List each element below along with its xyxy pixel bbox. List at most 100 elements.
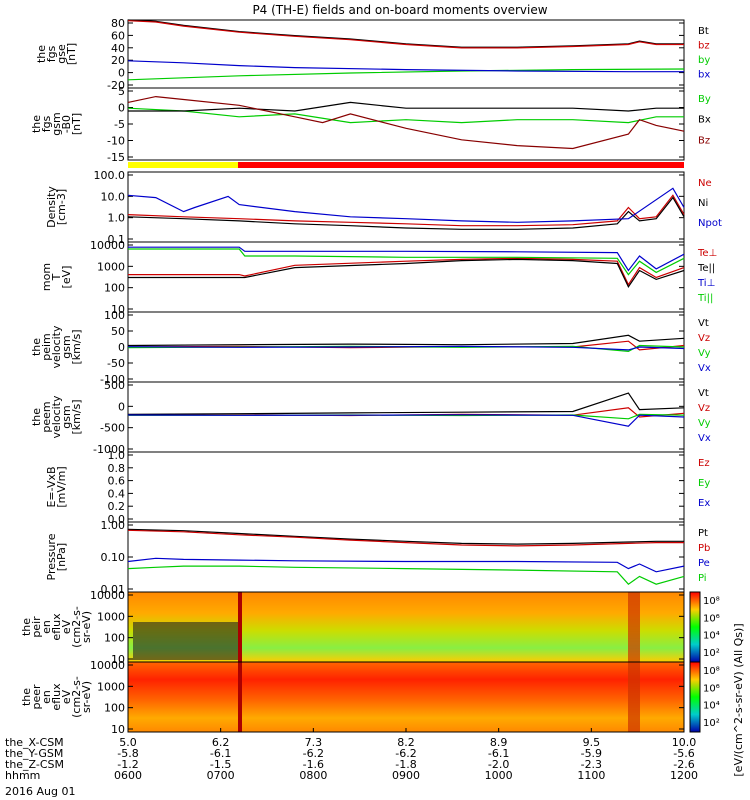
legend-Vx: Vx <box>698 433 711 444</box>
series-line-Vx <box>127 345 685 351</box>
panel-peim_vel: 100 50 0 -50 -100 thepeimvelocitygsm[km/s] Vt V… <box>30 309 711 386</box>
orbit-value: 0800 <box>299 769 327 782</box>
y-tick-label: 5 <box>118 85 125 98</box>
orbit-row-label: the_Y-GSM <box>5 747 63 760</box>
legend-Vy: Vy <box>698 348 711 359</box>
y-axis-label: thefgsgsm-B0[nT] <box>30 112 83 135</box>
legend-By: By <box>698 94 711 105</box>
y-tick-label: 100 <box>104 632 125 645</box>
y-tick-label: -10 <box>107 135 125 148</box>
spectrogram-peer <box>128 662 684 732</box>
y-tick-label: 0 <box>118 102 125 115</box>
series-line-bx <box>127 60 684 73</box>
series-line-Pb <box>127 529 684 547</box>
y-tick-label: -5 <box>114 118 125 131</box>
y-tick-label: 0.0 <box>108 513 126 526</box>
orbit-value: 9.5 <box>583 736 601 749</box>
y-tick-label: 100 <box>104 309 125 322</box>
panel-frame <box>127 171 685 243</box>
orbit-value: 10.0 <box>672 736 697 749</box>
y-tick-label: 0 <box>118 341 125 354</box>
orbit-value: -5.8 <box>117 747 138 760</box>
legend-Bx: Bx <box>698 115 711 126</box>
legend-Bz: Bz <box>698 135 710 146</box>
legend-bz: bz <box>698 41 710 52</box>
panel-density: 100.0 10.0 1.0 0.1 Density[cm-3] Ne Ni Npot <box>45 169 722 246</box>
legend-Vy: Vy <box>698 418 711 429</box>
y-tick-label: 60 <box>111 29 125 42</box>
y-tick-label: 1000 <box>97 680 125 693</box>
y-tick-label: 0.1 <box>108 233 126 246</box>
panel-fgs_gsm: 5 0 -5 -10 -15 thefgsgsm-B0[nT] By Bx Bz <box>30 85 711 164</box>
series-line-Bt <box>127 19 684 48</box>
y-tick-label: 0 <box>118 67 125 80</box>
colorbar-label: [eV/(cm^2-s-sr-eV) (All Qs)] <box>732 623 745 776</box>
spectrogram-gap-line <box>238 592 242 662</box>
orbit-value: -1.5 <box>210 758 231 771</box>
y-axis-label: thepeimvelocitygsm[km/s] <box>30 325 83 368</box>
series-line-Te⊥ <box>128 257 685 286</box>
y-tick-label: -20 <box>107 79 125 92</box>
y-tick-label: -500 <box>100 422 125 435</box>
colorbar-tick: 10² <box>703 718 720 729</box>
date-label: 2016 Aug 01 <box>5 785 75 798</box>
y-tick-label: 50 <box>111 325 125 338</box>
legend-Ti||: Ti|| <box>697 293 713 304</box>
chart-title: P4 (TH-E) fields and on-board moments ov… <box>252 3 547 17</box>
y-tick-label: 10 <box>111 723 125 736</box>
series-line-Pi <box>127 565 685 585</box>
orbit-value: -6.2 <box>395 747 416 760</box>
orbit-value: 1100 <box>577 769 605 782</box>
orbit-value: 8.9 <box>490 736 508 749</box>
panel-peer: 10000 1000 100 10 thepeerenefluxeV(cm2-s-sr-… <box>20 659 685 736</box>
y-tick-label: 0.10 <box>101 551 126 564</box>
series-line-Vx <box>127 414 685 427</box>
series-line-Bx <box>128 101 684 112</box>
legend-Ni: Ni <box>698 198 708 209</box>
orbit-value: 5.0 <box>119 736 137 749</box>
orbit-value: -5.9 <box>581 747 602 760</box>
y-tick-label: 100 <box>104 282 125 295</box>
y-tick-label: -1000 <box>93 443 125 456</box>
panel-mom_temp: 10000 1000 100 10 momT[eV] Te⊥ Te|| Ti⊥ Ti|| <box>40 239 717 316</box>
orbit-value: 1200 <box>670 769 698 782</box>
legend-Vz: Vz <box>698 333 710 344</box>
y-tick-label: -100 <box>100 373 125 386</box>
legend-Pi: Pi <box>698 573 707 584</box>
y-tick-label: 10 <box>111 303 125 316</box>
orbit-row-label: the_Z-CSM <box>5 758 64 771</box>
orbit-value: -2.6 <box>673 758 694 771</box>
legend-Vt: Vt <box>698 318 709 329</box>
y-axis-label: thefgsgse[nT] <box>35 43 78 65</box>
legend-Ey: Ey <box>698 478 710 489</box>
colorbar-tick: 10⁶ <box>703 683 720 694</box>
y-axis-label: thepeerenefluxeV(cm2-s-sr-eV) <box>20 676 93 718</box>
legend-Ez: Ez <box>698 458 710 469</box>
panel-peem_vel: 500 0 -500 -1000 thepeemvelocitygsm[km/s] Vt V… <box>30 379 711 456</box>
orbit-value: 1000 <box>485 769 513 782</box>
legend-Pe: Pe <box>698 558 710 569</box>
y-tick-label: 10000 <box>90 239 125 252</box>
y-tick-label: 20 <box>111 54 125 67</box>
orbit-value: -5.6 <box>673 747 694 760</box>
panel-efield: 1.00.80.60.40.20.0 E=-VxB[mV/m] Ez Ey Ex <box>45 449 710 526</box>
orbit-value: -2.0 <box>488 758 509 771</box>
y-tick-label: 1.0 <box>108 212 126 225</box>
y-tick-label: 10000 <box>90 589 125 602</box>
orbit-value: 7.3 <box>305 736 323 749</box>
orbit-row-label: hhmm <box>5 769 40 782</box>
y-tick-label: 100 <box>104 702 125 715</box>
panel-pressure: 1.00 0.10 0.01 Pressure[nPa] Pt Pb Pe Pi <box>45 519 710 596</box>
status-bar-yellow <box>128 162 238 168</box>
series-line-Pe <box>127 557 685 573</box>
orbit-value: -6.2 <box>303 747 324 760</box>
legend-Vx: Vx <box>698 363 711 374</box>
series-line-Bz <box>127 95 685 150</box>
panel-peir: 10000 1000 100 10 thepeirenefluxeV(cm2-s-sr-… <box>20 589 685 666</box>
y-tick-label: -15 <box>107 151 125 164</box>
y-tick-label: 1.0 <box>108 449 126 462</box>
orbit-value: -1.8 <box>395 758 416 771</box>
legend-Npot: Npot <box>698 218 722 229</box>
